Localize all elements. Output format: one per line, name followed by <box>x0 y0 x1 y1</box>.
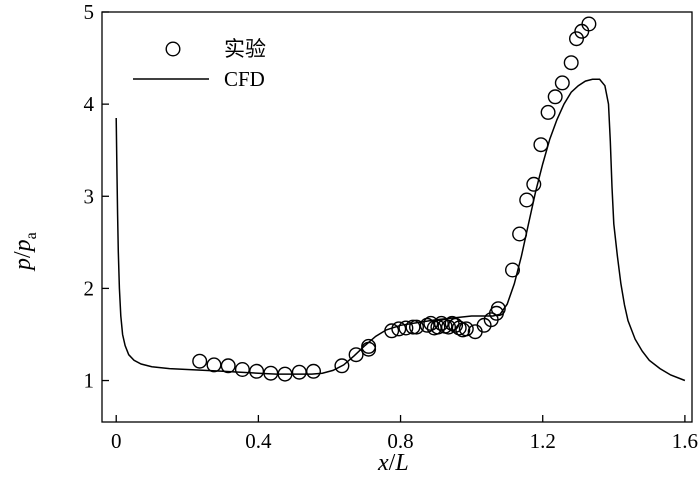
x-tick-label: 1.2 <box>530 429 556 453</box>
cfd-line <box>115 78 686 382</box>
y-tick-label: 2 <box>84 276 95 300</box>
experiment-point <box>458 321 474 337</box>
experiment-point <box>277 366 293 382</box>
y-axis-title: p/pa <box>10 232 40 272</box>
series-cfd <box>115 78 686 382</box>
experiment-point <box>361 341 377 357</box>
y-tick-label: 4 <box>84 92 95 116</box>
experiment-point <box>433 315 449 331</box>
experiment-point <box>220 358 236 374</box>
experiment-point <box>423 315 439 331</box>
experiment-point <box>505 262 521 278</box>
experiment-point <box>569 31 585 47</box>
experiment-point <box>581 16 597 32</box>
experiment-point <box>405 319 421 335</box>
experiment-point <box>441 319 457 335</box>
x-tick-label: 0.8 <box>387 429 413 453</box>
y-tick-label: 5 <box>84 0 95 24</box>
experiment-point <box>391 321 407 337</box>
experiment-point <box>563 55 579 71</box>
experiment-point <box>398 320 414 336</box>
plot-frame <box>101 11 693 423</box>
experiment-point <box>334 358 350 374</box>
legend-cfd-label: CFD <box>224 67 265 91</box>
legend: 实验 CFD <box>133 37 266 91</box>
x-axis: 0 0.4 0.8 1.2 1.6 <box>111 415 698 453</box>
experiment-point <box>519 192 535 208</box>
experiment-point <box>291 364 307 380</box>
experiment-point <box>490 301 506 317</box>
x-tick-label: 1.6 <box>672 429 698 453</box>
series-experiment <box>192 16 597 382</box>
experiment-point <box>554 75 570 91</box>
experiment-point <box>430 319 446 335</box>
experiment-point <box>348 347 364 363</box>
x-axis-title: x/L <box>377 450 409 476</box>
experiment-point <box>192 353 208 369</box>
experiment-point <box>384 323 400 339</box>
y-tick-label: 1 <box>84 369 95 393</box>
legend-experiment-label: 实验 <box>224 37 266 61</box>
y-tick-label: 3 <box>84 184 95 208</box>
experiment-point <box>533 137 549 153</box>
y-axis: 1 2 3 4 5 <box>84 0 109 393</box>
x-tick-label: 0.4 <box>245 429 272 453</box>
experiment-point <box>306 363 322 379</box>
experiment-point <box>409 319 425 335</box>
experiment-point <box>547 89 563 105</box>
x-tick-label: 0 <box>111 429 122 453</box>
experiment-point <box>512 226 528 242</box>
experiment-point <box>451 320 467 336</box>
experiment-point <box>467 324 483 340</box>
experiment-point <box>249 363 265 379</box>
experiment-point <box>448 317 464 333</box>
experiment-point <box>419 317 435 333</box>
experiment-point <box>526 176 542 192</box>
experiment-point <box>206 357 222 373</box>
plot-area: 0 0.4 0.8 1.2 1.6 1 2 3 4 5 <box>84 0 699 453</box>
experiment-point <box>234 362 250 378</box>
experiment-point <box>540 104 556 120</box>
legend-experiment-marker <box>165 41 181 57</box>
experiment-point <box>361 338 377 354</box>
